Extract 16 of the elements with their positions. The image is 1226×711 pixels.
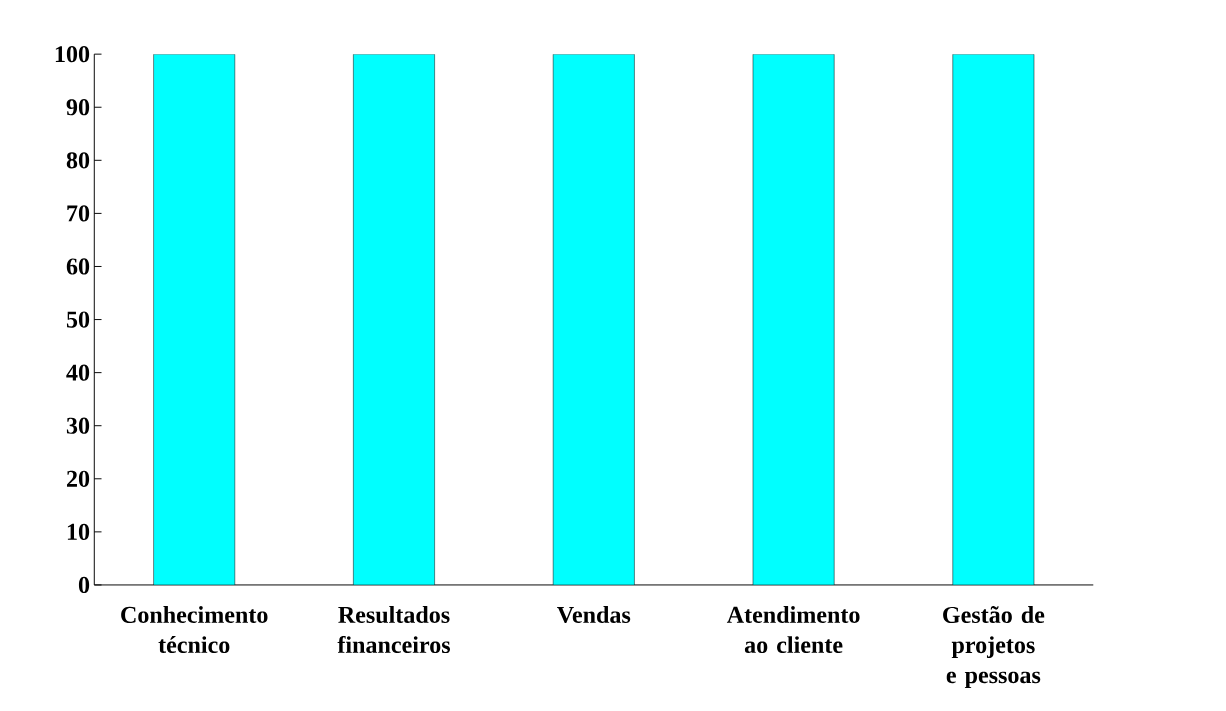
y-tick-label: 20 xyxy=(66,470,90,487)
y-tick-label: 40 xyxy=(66,364,90,381)
y-tick-label: 0 xyxy=(78,576,90,593)
x-tick-label: Vendas xyxy=(557,605,631,623)
y-tick-label: 60 xyxy=(66,258,90,275)
y-tick-label: 100 xyxy=(55,45,90,63)
y-tick-label: 70 xyxy=(67,205,90,222)
y-tick-label: 90 xyxy=(66,98,90,116)
x-tick-label: Atendimento ao cliente xyxy=(726,605,860,653)
y-tick-label: 10 xyxy=(67,523,90,540)
y-tick-label: 80 xyxy=(66,152,90,169)
y-tick-label: 50 xyxy=(66,311,90,328)
x-tick-label: Conhecimento técnico xyxy=(121,605,268,653)
x-tick-label: Gestão de projetos e pessoas xyxy=(943,605,1045,688)
y-tick-label: 30 xyxy=(66,417,90,434)
x-tick-label: Resultados financeiros xyxy=(337,605,451,653)
